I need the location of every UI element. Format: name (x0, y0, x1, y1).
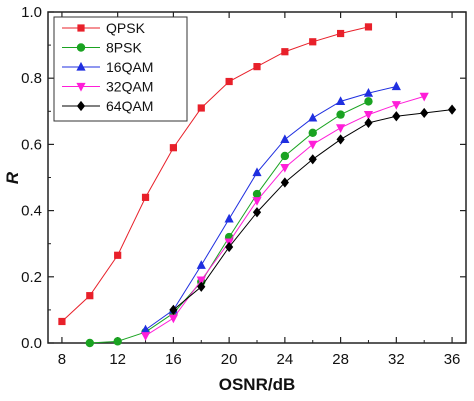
series-group (58, 23, 457, 348)
x-tick-label: 24 (277, 351, 294, 368)
data-point (140, 332, 151, 341)
data-point (364, 23, 373, 31)
data-point (141, 193, 150, 201)
data-point (252, 167, 262, 177)
data-point (58, 317, 66, 326)
x-axis-title: OSNR/dB (219, 375, 296, 394)
y-tick-label: 0.8 (21, 70, 42, 87)
y-axis-title: R (3, 171, 22, 184)
legend-item: 64QAM (62, 98, 153, 114)
data-point (364, 97, 373, 106)
data-point (86, 292, 94, 300)
x-tick-label: 16 (165, 351, 182, 368)
data-point (114, 251, 122, 259)
data-point (113, 337, 122, 346)
y-tick-label: 0.0 (21, 335, 42, 352)
data-point (280, 163, 290, 173)
data-point (363, 111, 374, 120)
x-tick-label: 28 (332, 351, 349, 368)
data-point (169, 144, 177, 152)
data-point (308, 140, 318, 150)
data-point (364, 117, 373, 128)
data-point (280, 134, 290, 144)
data-point (197, 104, 205, 112)
x-tick-label: 32 (388, 351, 405, 368)
data-point (252, 197, 262, 206)
data-point (140, 324, 151, 334)
legend-marker (76, 43, 86, 52)
legend-box (53, 16, 188, 122)
legend: QPSK 8PSK 16QAM 32QAM 64QAM (53, 16, 188, 122)
legend-item: 16QAM (62, 59, 153, 75)
axes: 8 12 16 20 24 28 32 36 0.0 0.2 0.4 0.6 0.8 1.0 (21, 4, 466, 368)
data-point (336, 110, 345, 119)
data-point (168, 314, 178, 324)
y-tick-label: 0.4 (21, 203, 42, 220)
data-point (391, 81, 401, 91)
legend-marker (77, 24, 85, 32)
x-tick-label: 20 (221, 351, 238, 368)
legend-label: 16QAM (106, 59, 153, 75)
data-point (252, 189, 262, 199)
legend-label: 32QAM (106, 79, 153, 95)
data-point (280, 151, 290, 161)
data-point (169, 304, 178, 315)
data-point (225, 241, 234, 253)
legend-marker (76, 82, 86, 92)
data-point (196, 276, 206, 286)
series-line (61, 26, 369, 322)
data-point (337, 29, 345, 38)
y-tick-label: 1.0 (21, 4, 42, 21)
data-point (281, 48, 289, 56)
data-point (253, 63, 261, 71)
data-point (391, 101, 401, 110)
legend-marker (76, 61, 86, 71)
data-point (392, 111, 401, 122)
series-64qam (169, 104, 457, 315)
data-point (252, 207, 262, 218)
data-point (336, 96, 346, 105)
legend-item: 8PSK (62, 40, 142, 56)
data-point (197, 281, 206, 292)
data-point (308, 154, 317, 165)
data-point (363, 87, 374, 97)
legend-item: QPSK (62, 20, 146, 36)
series-line (145, 85, 397, 331)
x-tick-label: 8 (58, 351, 66, 368)
x-tick-label: 36 (444, 351, 461, 368)
legend-marker (76, 100, 86, 112)
data-point (336, 124, 346, 133)
data-point (224, 213, 234, 223)
data-point (447, 104, 457, 115)
data-point (420, 107, 429, 119)
y-tick-label: 0.6 (21, 136, 42, 153)
legend-label: 8PSK (106, 40, 142, 56)
legend-label: QPSK (106, 20, 146, 36)
x-tick-label: 12 (109, 351, 126, 368)
legend-item: 32QAM (62, 79, 153, 95)
data-point (419, 92, 429, 102)
data-point (308, 112, 318, 122)
series-qpsk (58, 23, 373, 326)
data-point (308, 128, 317, 138)
legend-label: 64QAM (106, 98, 153, 114)
data-point (85, 338, 95, 348)
data-point (336, 134, 345, 145)
series-32qam (140, 92, 429, 341)
data-point (309, 38, 317, 46)
data-point (225, 77, 233, 86)
data-point (280, 177, 289, 188)
y-tick-label: 0.2 (21, 269, 42, 286)
data-point (196, 260, 206, 269)
